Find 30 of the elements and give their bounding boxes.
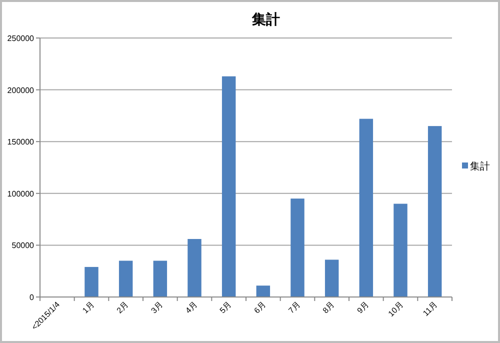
legend-label: 集計: [470, 160, 490, 172]
bar: [118, 260, 133, 297]
bar: [428, 126, 442, 297]
x-tick-label: 8月: [321, 300, 336, 316]
bar: [222, 76, 236, 297]
y-tick-label: 50000: [12, 241, 35, 250]
bar: [290, 198, 304, 297]
x-tick-label: 1月: [80, 300, 96, 316]
x-tick-label: 3月: [149, 300, 165, 316]
x-tick-label: 4月: [184, 300, 199, 316]
x-tick-label: 10月: [386, 300, 405, 318]
x-tick-label: 6月: [252, 300, 268, 316]
bar: [359, 118, 374, 297]
x-tick-label: 9月: [355, 300, 371, 316]
bar: [188, 238, 202, 297]
y-tick-label: 200000: [7, 86, 35, 95]
x-tick-label: 7月: [286, 300, 302, 316]
chart-title: 集計: [251, 11, 280, 27]
y-tick-label: 150000: [7, 138, 35, 147]
y-tick-label: 0: [30, 293, 35, 302]
bar: [153, 260, 168, 297]
bar: [324, 260, 339, 297]
bar: [84, 266, 98, 297]
y-tick-label: 100000: [7, 189, 35, 198]
bar: [256, 286, 270, 297]
bar: [394, 204, 408, 297]
x-tick-label: 2月: [115, 300, 130, 316]
y-tick-label: 250000: [7, 34, 35, 43]
x-tick-label: 11月: [421, 300, 440, 318]
x-tick-label: 5月: [218, 300, 234, 316]
